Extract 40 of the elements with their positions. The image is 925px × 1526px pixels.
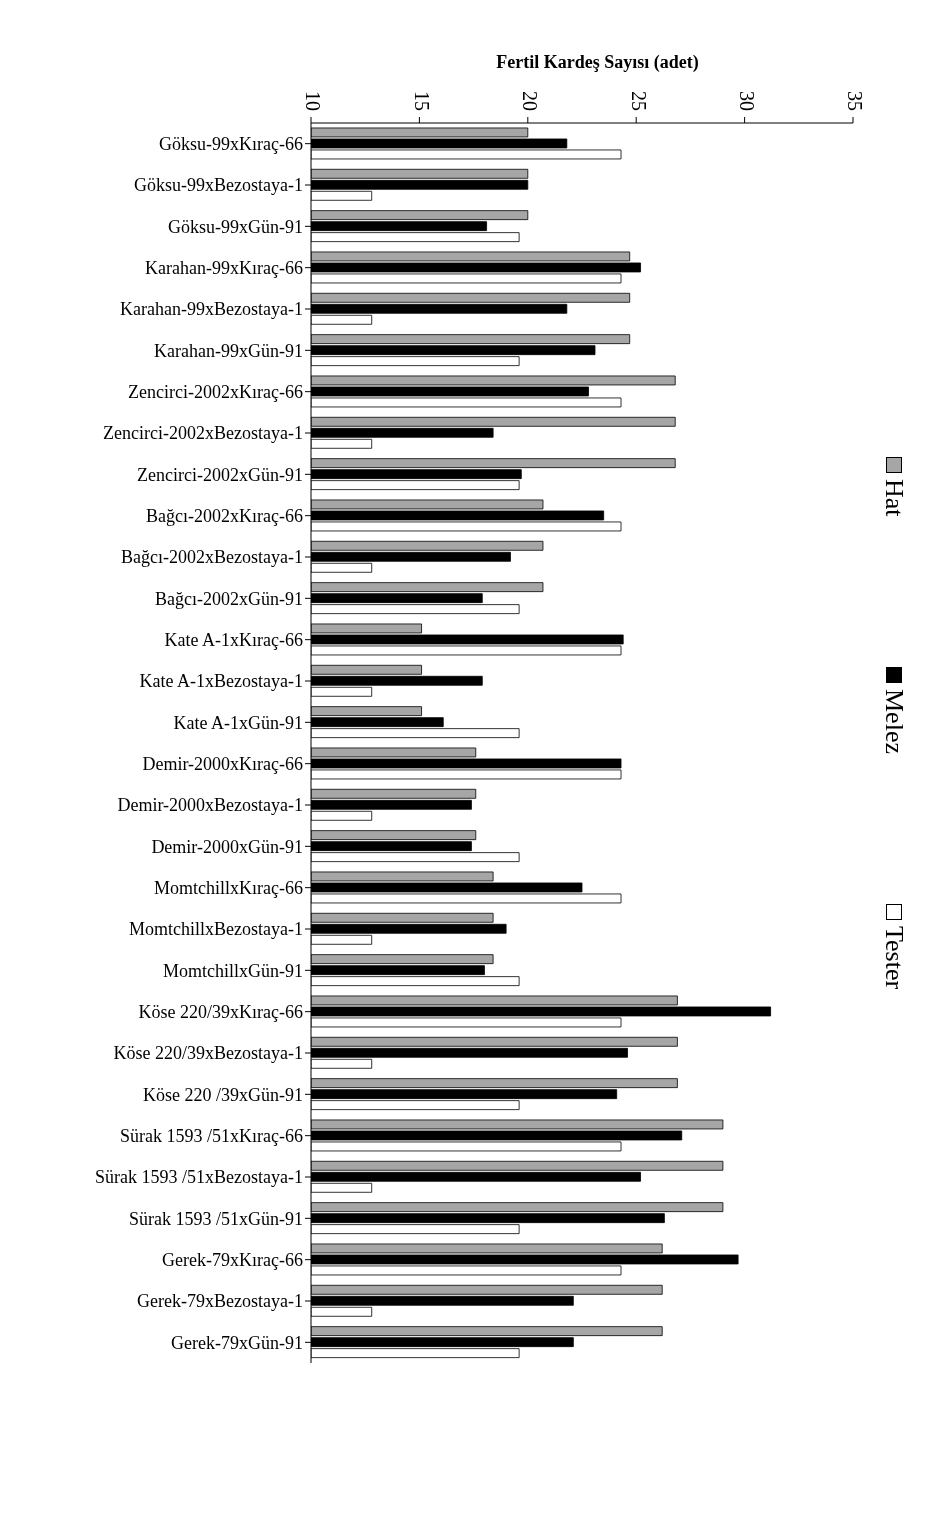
y-tick-label: Kate A-1xBezostaya-1: [139, 671, 303, 692]
y-tick-label: Gerek-79xBezostaya-1: [137, 1291, 303, 1312]
y-tick-label: Köse 220 /39xGün-91: [143, 1084, 303, 1105]
x-tick-label: 25: [627, 91, 650, 111]
y-tick-label: MomtchillxKıraç-66: [154, 878, 303, 899]
x-tick-label: 15: [410, 91, 433, 111]
y-tick-label: Sürak 1593 /51xBezostaya-1: [95, 1167, 303, 1188]
legend-label: Hat: [879, 479, 909, 517]
y-tick-label: Kate A-1xGün-91: [173, 712, 303, 733]
y-tick-label: Sürak 1593 /51xKıraç-66: [120, 1126, 303, 1147]
x-tick-label: 20: [519, 91, 542, 111]
y-tick-label: MomtchillxBezostaya-1: [129, 919, 303, 940]
y-tick-label: Göksu-99xKıraç-66: [159, 134, 303, 155]
y-tick-label: Köse 220/39xBezostaya-1: [113, 1043, 303, 1064]
y-tick-label: Karahan-99xKıraç-66: [145, 258, 303, 279]
legend-label: Melez: [879, 688, 909, 754]
y-tick-label: Sürak 1593 /51xGün-91: [129, 1208, 303, 1229]
legend-label: Tester: [879, 925, 909, 989]
y-tick-label: Demir-2000xKıraç-66: [142, 754, 303, 775]
y-tick-label: Demir-2000xGün-91: [151, 836, 303, 857]
x-tick-label: 35: [844, 91, 867, 111]
y-tick-label: Bağcı-2002xGün-91: [155, 588, 303, 609]
y-tick-label: Karahan-99xGün-91: [154, 340, 303, 361]
y-tick-label: Göksu-99xGün-91: [168, 216, 303, 237]
y-tick-label: Zencirci-2002xGün-91: [137, 464, 303, 485]
y-tick-label: Zencirci-2002xBezostaya-1: [103, 423, 303, 444]
y-tick-label: Gerek-79xKıraç-66: [162, 1250, 303, 1271]
y-tick-label: Bağcı-2002xBezostaya-1: [121, 547, 303, 568]
x-tick-label: 30: [736, 91, 759, 111]
y-tick-label: Bağcı-2002xKıraç-66: [146, 506, 303, 527]
y-tick-label: Zencirci-2002xKıraç-66: [128, 382, 303, 403]
y-tick-label: Kate A-1xKıraç-66: [164, 630, 303, 651]
y-tick-label: MomtchillxGün-91: [163, 960, 303, 981]
y-tick-label: Karahan-99xBezostaya-1: [120, 299, 303, 320]
y-tick-label: Göksu-99xBezostaya-1: [134, 175, 303, 196]
x-tick-label: 10: [302, 91, 325, 111]
y-tick-label: Köse 220/39xKıraç-66: [138, 1002, 303, 1023]
x-axis-title: Fertil Kardeş Sayısı (adet): [495, 52, 700, 73]
y-tick-label: Demir-2000xBezostaya-1: [117, 795, 303, 816]
y-tick-label: Gerek-79xGün-91: [171, 1332, 303, 1353]
